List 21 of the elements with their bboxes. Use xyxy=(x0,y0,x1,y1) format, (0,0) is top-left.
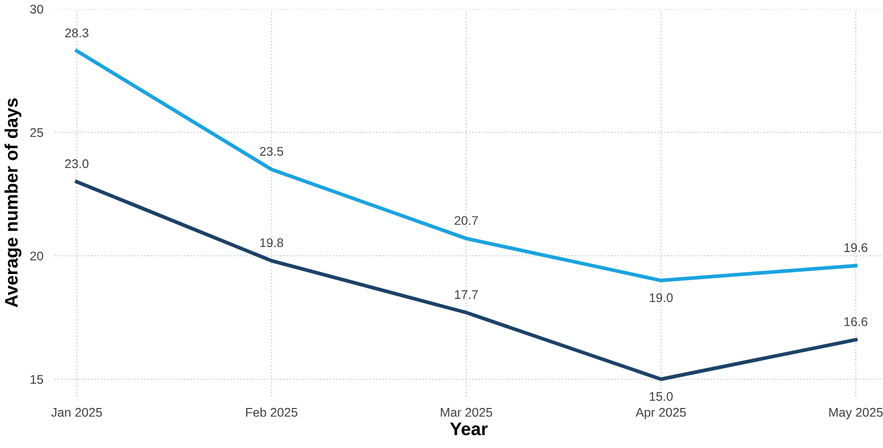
data-label: 28.3 xyxy=(65,28,88,38)
y-axis-title: Average number of days xyxy=(4,98,22,308)
data-label: 16.6 xyxy=(844,317,868,326)
x-tick-label: Jan 2025 xyxy=(51,408,102,417)
y-tick-label: 20 xyxy=(30,252,44,260)
y-tick-label: 25 xyxy=(30,128,44,138)
y-tick-label: 15 xyxy=(30,375,44,384)
data-label: 19.8 xyxy=(260,238,284,248)
data-label: 23.0 xyxy=(65,159,88,168)
data-label: 15.0 xyxy=(650,392,673,401)
x-tick-label: Feb 2025 xyxy=(246,408,298,417)
y-tick-label: 30 xyxy=(30,4,44,14)
x-tick-label: May 2025 xyxy=(829,408,883,420)
data-label: 20.7 xyxy=(454,216,478,225)
data-label: 17.7 xyxy=(455,290,478,299)
data-label: 19.6 xyxy=(844,243,868,252)
x-axis-title: Year xyxy=(450,422,488,436)
data-label: 23.5 xyxy=(260,146,284,156)
x-tick-label: Mar 2025 xyxy=(440,408,492,417)
x-tick-label: Apr 2025 xyxy=(636,408,686,420)
data-label: 19.0 xyxy=(650,293,673,302)
